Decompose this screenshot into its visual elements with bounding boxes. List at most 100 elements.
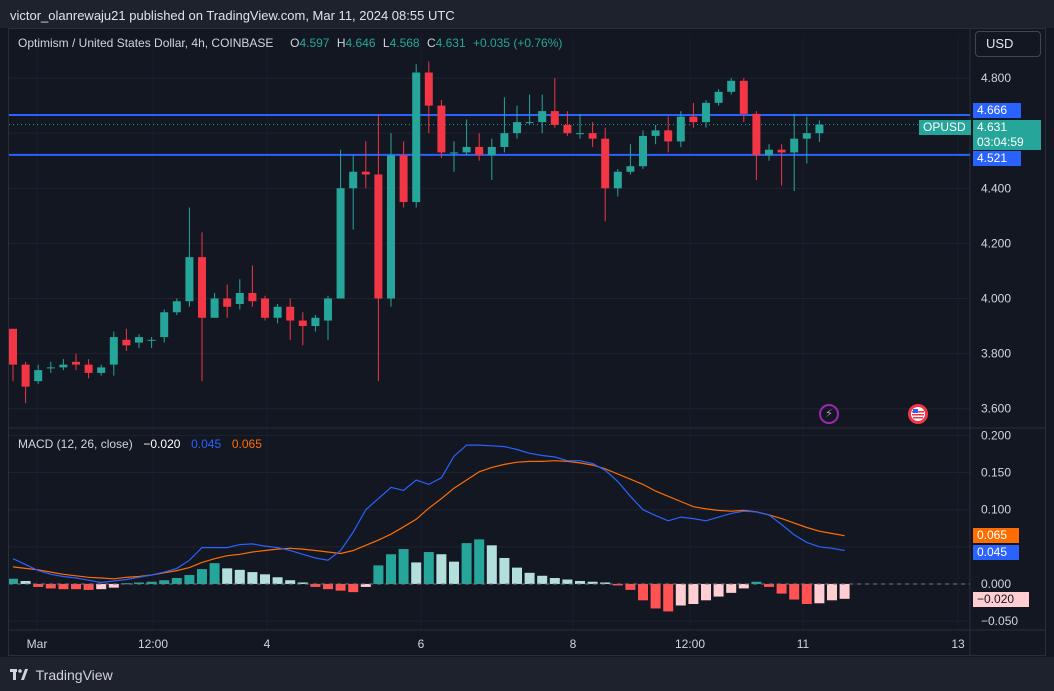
macd-histogram-bar: [96, 583, 107, 590]
macd-price-tag: 0.045: [973, 545, 1019, 560]
macd-histogram-bar: [159, 580, 170, 584]
close-label: C: [426, 36, 436, 50]
candle-body: [664, 130, 673, 142]
open-value: 4.597: [299, 36, 330, 50]
candle-body: [223, 298, 232, 307]
candle-body: [739, 80, 748, 114]
lightning-icon[interactable]: ⚡: [819, 404, 839, 424]
candle-body: [324, 298, 332, 321]
time-tick-label: Mar: [27, 637, 48, 651]
candle-body: [475, 146, 484, 156]
macd-histogram-bar: [310, 583, 321, 587]
macd-histogram-bar: [612, 583, 623, 586]
tradingview-logo[interactable]: TradingView: [10, 667, 113, 683]
change-value: +0.035 (+0.76%): [472, 36, 563, 50]
macd-histogram-bar: [171, 578, 182, 584]
macd-tick-label: 0.100: [981, 503, 1011, 517]
macd-histogram-bar: [776, 583, 787, 594]
macd-histogram-bar: [713, 583, 724, 597]
macd-histogram-bar: [562, 579, 573, 584]
candle-body: [97, 367, 106, 373]
macd-histogram-bar: [209, 563, 220, 584]
candle-body: [361, 171, 370, 175]
macd-histogram-bar: [423, 552, 434, 584]
currency-button[interactable]: USD: [975, 31, 1041, 57]
macd-histogram-bar: [146, 581, 157, 584]
candle-body: [172, 301, 181, 313]
candle-body: [752, 113, 761, 156]
macd-histogram-bar: [486, 545, 497, 584]
macd-histogram-bar: [726, 583, 737, 593]
signal-price-tag: 0.065: [973, 528, 1019, 543]
macd-histogram-bar: [8, 578, 18, 584]
macd-histogram-bar: [386, 554, 396, 584]
macd-histogram-bar: [499, 557, 510, 584]
macd-histogram-bar: [701, 583, 711, 601]
time-tick-label: 12:00: [675, 637, 705, 651]
time-tick-label: 11: [797, 637, 810, 651]
macd-line-value: 0.045: [191, 437, 222, 451]
candle-body: [160, 312, 169, 338]
macd-histogram-bar: [335, 583, 346, 591]
candle-body: [349, 171, 358, 189]
lower-line-price-tag: 4.521: [973, 151, 1021, 166]
candle-body: [613, 171, 622, 189]
candle-body: [513, 122, 521, 134]
macd-histogram-bar: [625, 583, 636, 590]
chart-frame: [8, 28, 1046, 656]
macd-histogram-bar: [587, 581, 598, 584]
macd-title: MACD (12, 26, close): [18, 437, 133, 451]
candle-body: [46, 367, 55, 369]
macd-histogram-bar: [134, 582, 144, 584]
low-value: 4.568: [389, 36, 420, 50]
candle-body: [34, 370, 43, 382]
symbol-legend: Optimism / United States Dollar, 4h, COI…: [18, 36, 562, 50]
candle-body: [248, 292, 257, 302]
symbol-price-tag: OPUSD: [919, 120, 971, 135]
candle-body: [147, 339, 156, 341]
price-tick-label: 4.800: [981, 71, 1011, 85]
macd-histogram-bar: [650, 583, 661, 609]
candle-body: [702, 102, 710, 123]
time-tick-label: 8: [570, 637, 577, 651]
macd-histogram-bar: [638, 583, 648, 601]
candle-body: [198, 257, 206, 318]
brand-name: TradingView: [35, 667, 113, 683]
candle-body: [588, 133, 597, 139]
time-tick-label: 4: [264, 637, 271, 651]
candle-body: [109, 337, 118, 365]
high-label: H: [336, 36, 346, 50]
macd-histogram-bar: [600, 582, 611, 584]
close-value: 4.631: [435, 36, 466, 50]
macd-histogram-bar: [461, 543, 472, 584]
candle-body: [84, 364, 93, 373]
macd-histogram-bar: [537, 575, 548, 584]
candle-body: [437, 105, 446, 153]
macd-histogram-bar: [222, 568, 233, 584]
macd-histogram-bar: [108, 583, 119, 588]
candle-body: [122, 339, 131, 346]
macd-tick-label: 0.150: [981, 466, 1011, 480]
macd-histogram-bar: [247, 572, 258, 584]
price-tick-label: 4.200: [981, 236, 1011, 250]
candle-body: [639, 135, 647, 167]
us-flag-icon[interactable]: [908, 404, 928, 424]
candle-body: [286, 306, 295, 321]
macd-histogram-bar: [58, 583, 69, 590]
candle-body: [689, 116, 698, 123]
candle-body: [399, 155, 408, 203]
macd-histogram-bar: [827, 583, 837, 601]
macd-histogram-bar: [663, 583, 674, 612]
open-label: O: [290, 36, 300, 50]
candle-body: [487, 146, 496, 156]
macd-histogram-bar: [272, 577, 283, 584]
macd-histogram-bar: [285, 580, 296, 584]
publish-line: victor_olanrewaju21 published on Trading…: [10, 8, 455, 23]
candle-body: [790, 138, 799, 153]
symbol-title: Optimism / United States Dollar, 4h, COI…: [18, 36, 274, 50]
candle-body: [185, 257, 194, 302]
candle-body: [765, 149, 773, 156]
candle-body: [462, 146, 471, 153]
